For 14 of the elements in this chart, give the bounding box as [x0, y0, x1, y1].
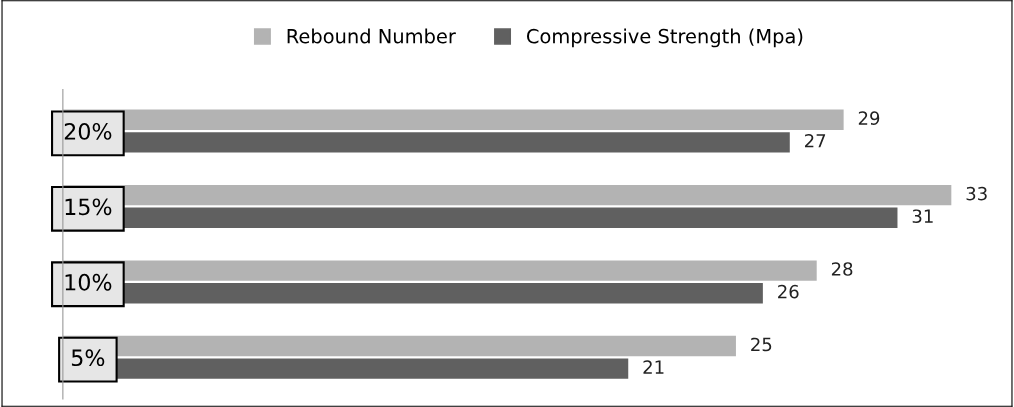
- data-label: 33: [966, 186, 987, 201]
- y-tick-label: 20%: [64, 122, 112, 140]
- data-label: 26: [778, 284, 799, 299]
- legend-label: Compressive Strength (Mpa): [526, 28, 803, 48]
- y-tick-label: 10%: [65, 273, 112, 291]
- data-label: 31: [912, 209, 933, 224]
- data-label: 28: [831, 262, 853, 276]
- data-label: 29: [858, 111, 880, 125]
- data-label: 25: [751, 337, 772, 352]
- y-tick-label: 5%: [71, 349, 105, 367]
- data-label: 21: [643, 360, 664, 374]
- y-tick-label: 15%: [65, 198, 112, 216]
- data-label: 27: [805, 133, 826, 148]
- legend-label: Rebound Number: [287, 28, 456, 44]
